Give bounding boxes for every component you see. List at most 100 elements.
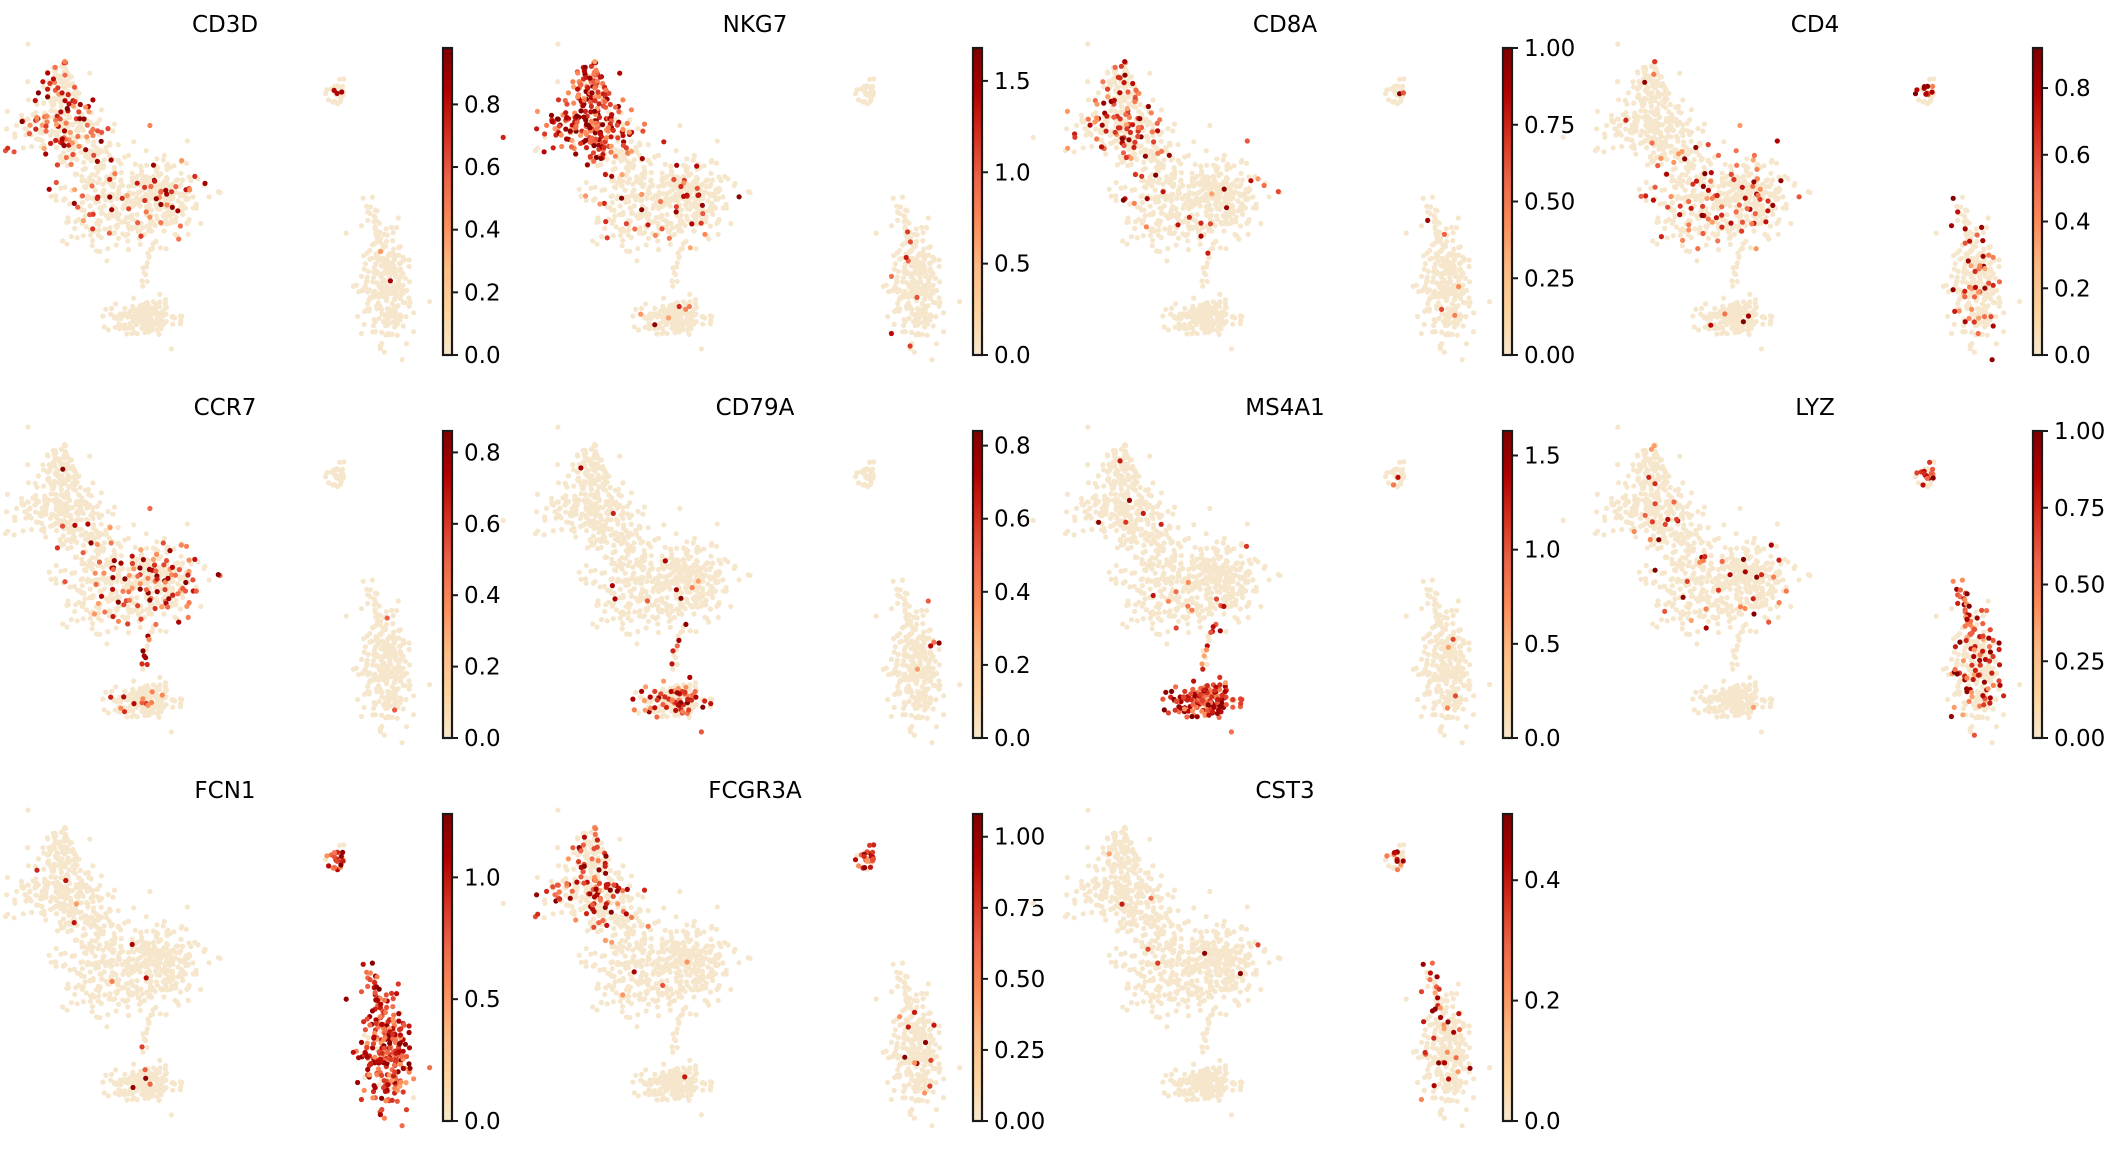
- cell-point-expressing: [591, 143, 597, 149]
- cell-point-expressing: [84, 122, 90, 128]
- cell-point: [663, 218, 669, 224]
- cell-point: [183, 160, 190, 166]
- cell-point: [131, 139, 137, 145]
- cell-point: [341, 76, 347, 82]
- cell-point: [1112, 108, 1118, 114]
- cell-point: [1123, 67, 1129, 73]
- cell-point: [906, 315, 912, 321]
- cell-point: [365, 268, 371, 275]
- cell-point: [937, 299, 943, 305]
- cell-point: [1178, 170, 1184, 176]
- cell-point: [1203, 148, 1209, 154]
- cell-point-expressing: [652, 322, 658, 328]
- cell-point: [612, 165, 618, 172]
- cell-point: [909, 284, 915, 290]
- cell-point-expressing: [1221, 186, 1227, 192]
- cell-point-expressing: [1119, 136, 1125, 142]
- cell-point-expressing: [107, 176, 113, 182]
- cell-point: [1201, 304, 1207, 310]
- cell-point-expressing: [573, 123, 579, 129]
- cell-point: [1744, 216, 1750, 222]
- cell-point: [33, 110, 39, 116]
- cell-point-expressing: [43, 128, 49, 134]
- cell-point: [87, 175, 93, 181]
- cell-point: [1210, 173, 1217, 179]
- cell-point: [144, 278, 150, 285]
- cell-point-expressing: [1065, 145, 1071, 151]
- cell-point: [105, 327, 111, 333]
- cell-point: [1686, 129, 1692, 135]
- cell-point-expressing: [331, 87, 337, 93]
- cell-point: [173, 214, 179, 220]
- cell-point-expressing: [1198, 233, 1204, 239]
- cell-point-expressing: [27, 122, 33, 128]
- cell-point: [101, 157, 107, 163]
- cell-point: [667, 309, 673, 315]
- cell-point: [1719, 170, 1725, 176]
- cell-point: [590, 197, 596, 203]
- cell-point: [1773, 160, 1780, 166]
- cell-point-expressing: [582, 108, 588, 114]
- cell-point: [1174, 315, 1180, 322]
- cell-point: [700, 195, 706, 201]
- cell-point: [165, 221, 171, 227]
- cell-point: [1663, 104, 1669, 110]
- cell-point-expressing: [628, 107, 634, 113]
- cell-point: [1704, 315, 1710, 322]
- cell-point: [1197, 309, 1203, 315]
- cell-point: [1122, 184, 1128, 190]
- cell-point: [578, 193, 584, 199]
- cell-point: [1660, 122, 1666, 128]
- cell-point: [1648, 118, 1654, 124]
- cell-point: [110, 128, 116, 134]
- cell-point: [1140, 218, 1147, 224]
- cell-point: [1735, 319, 1741, 325]
- cell-point-expressing: [81, 116, 87, 122]
- cell-point: [644, 195, 650, 201]
- cell-point: [913, 332, 919, 338]
- cell-point: [355, 313, 361, 320]
- cell-point-expressing: [1128, 155, 1134, 161]
- cell-point: [1692, 226, 1698, 232]
- cell-point: [1634, 113, 1640, 119]
- cell-point: [712, 193, 718, 199]
- cell-point-expressing: [595, 89, 601, 95]
- cell-point: [911, 231, 917, 237]
- cell-point-expressing: [1166, 152, 1172, 158]
- cell-point: [1240, 211, 1246, 217]
- cell-point-expressing: [736, 194, 742, 200]
- cell-point: [394, 332, 400, 338]
- cell-point: [933, 341, 940, 347]
- cell-point: [644, 210, 650, 216]
- cell-point-expressing: [112, 171, 118, 177]
- cell-point: [683, 185, 689, 191]
- cell-point-expressing: [623, 221, 629, 227]
- cell-point: [63, 67, 69, 73]
- cell-point: [1768, 170, 1774, 176]
- cell-point: [1993, 314, 1999, 320]
- cell-point: [1623, 126, 1629, 132]
- cell-point-expressing: [624, 120, 630, 126]
- colorbar-tick-label: 1.00: [1524, 36, 1575, 62]
- cell-point-expressing: [601, 200, 607, 206]
- cell-point-expressing: [77, 116, 83, 122]
- cell-point: [358, 330, 364, 337]
- cell-point: [132, 161, 138, 167]
- cell-point-expressing: [94, 158, 100, 164]
- cell-point: [1243, 160, 1250, 166]
- cell-point: [1418, 223, 1425, 229]
- cell-point: [1204, 278, 1210, 285]
- cell-point: [178, 318, 184, 324]
- cell-point: [379, 255, 385, 261]
- cell-point: [92, 187, 98, 193]
- cell-point: [1731, 304, 1737, 310]
- cell-point: [385, 316, 391, 322]
- cell-point: [1766, 236, 1772, 242]
- cell-point: [665, 190, 671, 196]
- cell-point-expressing: [126, 206, 132, 212]
- cell-point: [1201, 176, 1207, 183]
- cell-point-expressing: [87, 212, 93, 218]
- cell-point: [82, 165, 88, 172]
- cell-point: [929, 287, 935, 293]
- cell-point: [1118, 103, 1124, 109]
